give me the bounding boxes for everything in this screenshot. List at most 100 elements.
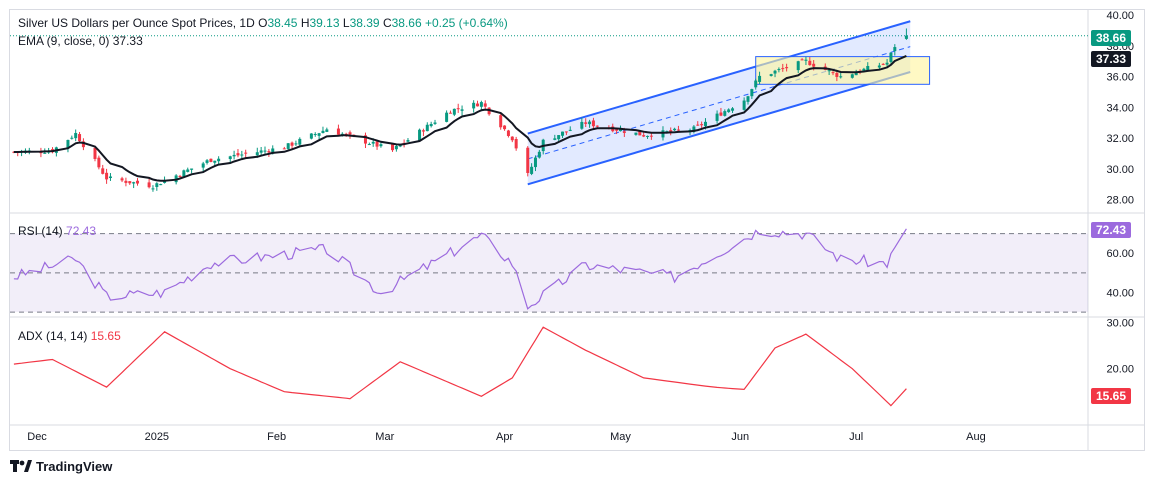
candle-body [727, 109, 731, 113]
adx-legend: ADX (14, 14) 15.65 [18, 329, 121, 343]
candle-body [294, 143, 298, 145]
candle-body [893, 47, 897, 52]
time-axis-label: Dec [27, 431, 47, 443]
candle-body [325, 129, 329, 132]
candle-body [418, 129, 422, 141]
time-axis-label: Mar [375, 431, 394, 443]
candle-body [406, 140, 410, 142]
price-axis-label: 28.00 [1106, 195, 1134, 207]
candle-body [750, 89, 754, 97]
rsi-legend: RSI (14) 72.43 [18, 224, 96, 238]
candle-body [205, 160, 209, 163]
candle-body [595, 125, 599, 127]
candle-body [800, 59, 804, 61]
candle-body [769, 74, 773, 76]
time-axis-label: Aug [966, 431, 986, 443]
candle-body [105, 172, 109, 180]
candle-body [132, 182, 136, 184]
close-value: 38.66 [391, 16, 422, 30]
candle-body [267, 151, 271, 153]
candle-body [746, 96, 750, 102]
candle-body [881, 63, 885, 65]
candle-body [290, 142, 294, 146]
candle-body [178, 175, 182, 177]
price-axis-label: 34.00 [1106, 102, 1134, 114]
candle-body [433, 122, 437, 124]
candle-body [298, 138, 302, 145]
candle-body [228, 156, 232, 160]
candle-body [483, 103, 487, 107]
candle-body [108, 176, 112, 179]
candle-body [124, 180, 128, 183]
candle-body [889, 52, 893, 62]
candle-body [885, 62, 889, 65]
price-axis-label: 40.00 [1106, 10, 1134, 22]
candle-body [456, 108, 460, 110]
close-label: C [382, 16, 392, 30]
candle-body [81, 141, 85, 148]
tradingview-logo-icon [10, 460, 32, 475]
candle-body [472, 102, 476, 109]
time-axis-label: Jul [849, 431, 863, 443]
candle-body [646, 135, 650, 137]
candle-body [553, 138, 557, 140]
high-value: 39.13 [309, 16, 340, 30]
candle-body [263, 150, 267, 152]
symbol-title: Silver US Dollars per Ounce Spot Prices,… [18, 16, 255, 30]
candle-body [781, 68, 785, 70]
candle-body [904, 35, 908, 39]
candle-body [309, 133, 313, 139]
candle-body [533, 157, 537, 168]
consolidation-box [755, 56, 931, 85]
price-axis-label: 32.00 [1106, 133, 1134, 145]
candle-body [537, 151, 541, 158]
candle-body [159, 184, 163, 186]
candle-body [773, 70, 777, 74]
candle-body [186, 169, 190, 172]
candle-body [321, 130, 325, 133]
candle-body [282, 148, 286, 150]
candle-body [862, 68, 866, 71]
candle-body [506, 130, 510, 136]
price-legend: Silver US Dollars per Ounce Spot Prices,… [18, 16, 508, 30]
candle-body [700, 124, 704, 126]
candle-body [777, 69, 781, 71]
candle-body [719, 112, 723, 116]
candle-body [661, 130, 665, 138]
rsi-band-fill [10, 233, 1088, 313]
candle-body [244, 152, 248, 154]
high-label: H [300, 16, 310, 30]
candle-body [557, 135, 561, 140]
candle-body [580, 121, 584, 129]
candle-body [120, 178, 124, 181]
candle-body [78, 134, 82, 142]
candle-body [514, 139, 518, 149]
candle-body [394, 146, 398, 150]
candle-body [43, 152, 47, 154]
candle-body [618, 129, 622, 132]
channel-midline [527, 46, 911, 160]
candle-body [286, 143, 290, 149]
candle-body [70, 137, 74, 139]
candle-body [564, 131, 568, 133]
chart-frame [9, 9, 1145, 451]
candle-body [379, 144, 383, 147]
candle-body [742, 100, 746, 110]
candle-body [754, 80, 758, 88]
candle-body [217, 158, 221, 162]
tradingview-branding[interactable]: TradingView [10, 459, 112, 475]
candle-body [448, 112, 452, 114]
candle-body [313, 134, 317, 136]
candle-body [236, 153, 240, 156]
candle-body [425, 124, 429, 132]
adx-value: 15.65 [90, 329, 121, 343]
candle-body [731, 108, 735, 111]
candle-body [568, 129, 572, 131]
candle-body [584, 122, 588, 124]
candle-body [190, 168, 194, 170]
candle-body [213, 160, 217, 163]
candle-body [715, 113, 719, 121]
candle-body [155, 183, 159, 187]
candle-body [526, 147, 530, 173]
